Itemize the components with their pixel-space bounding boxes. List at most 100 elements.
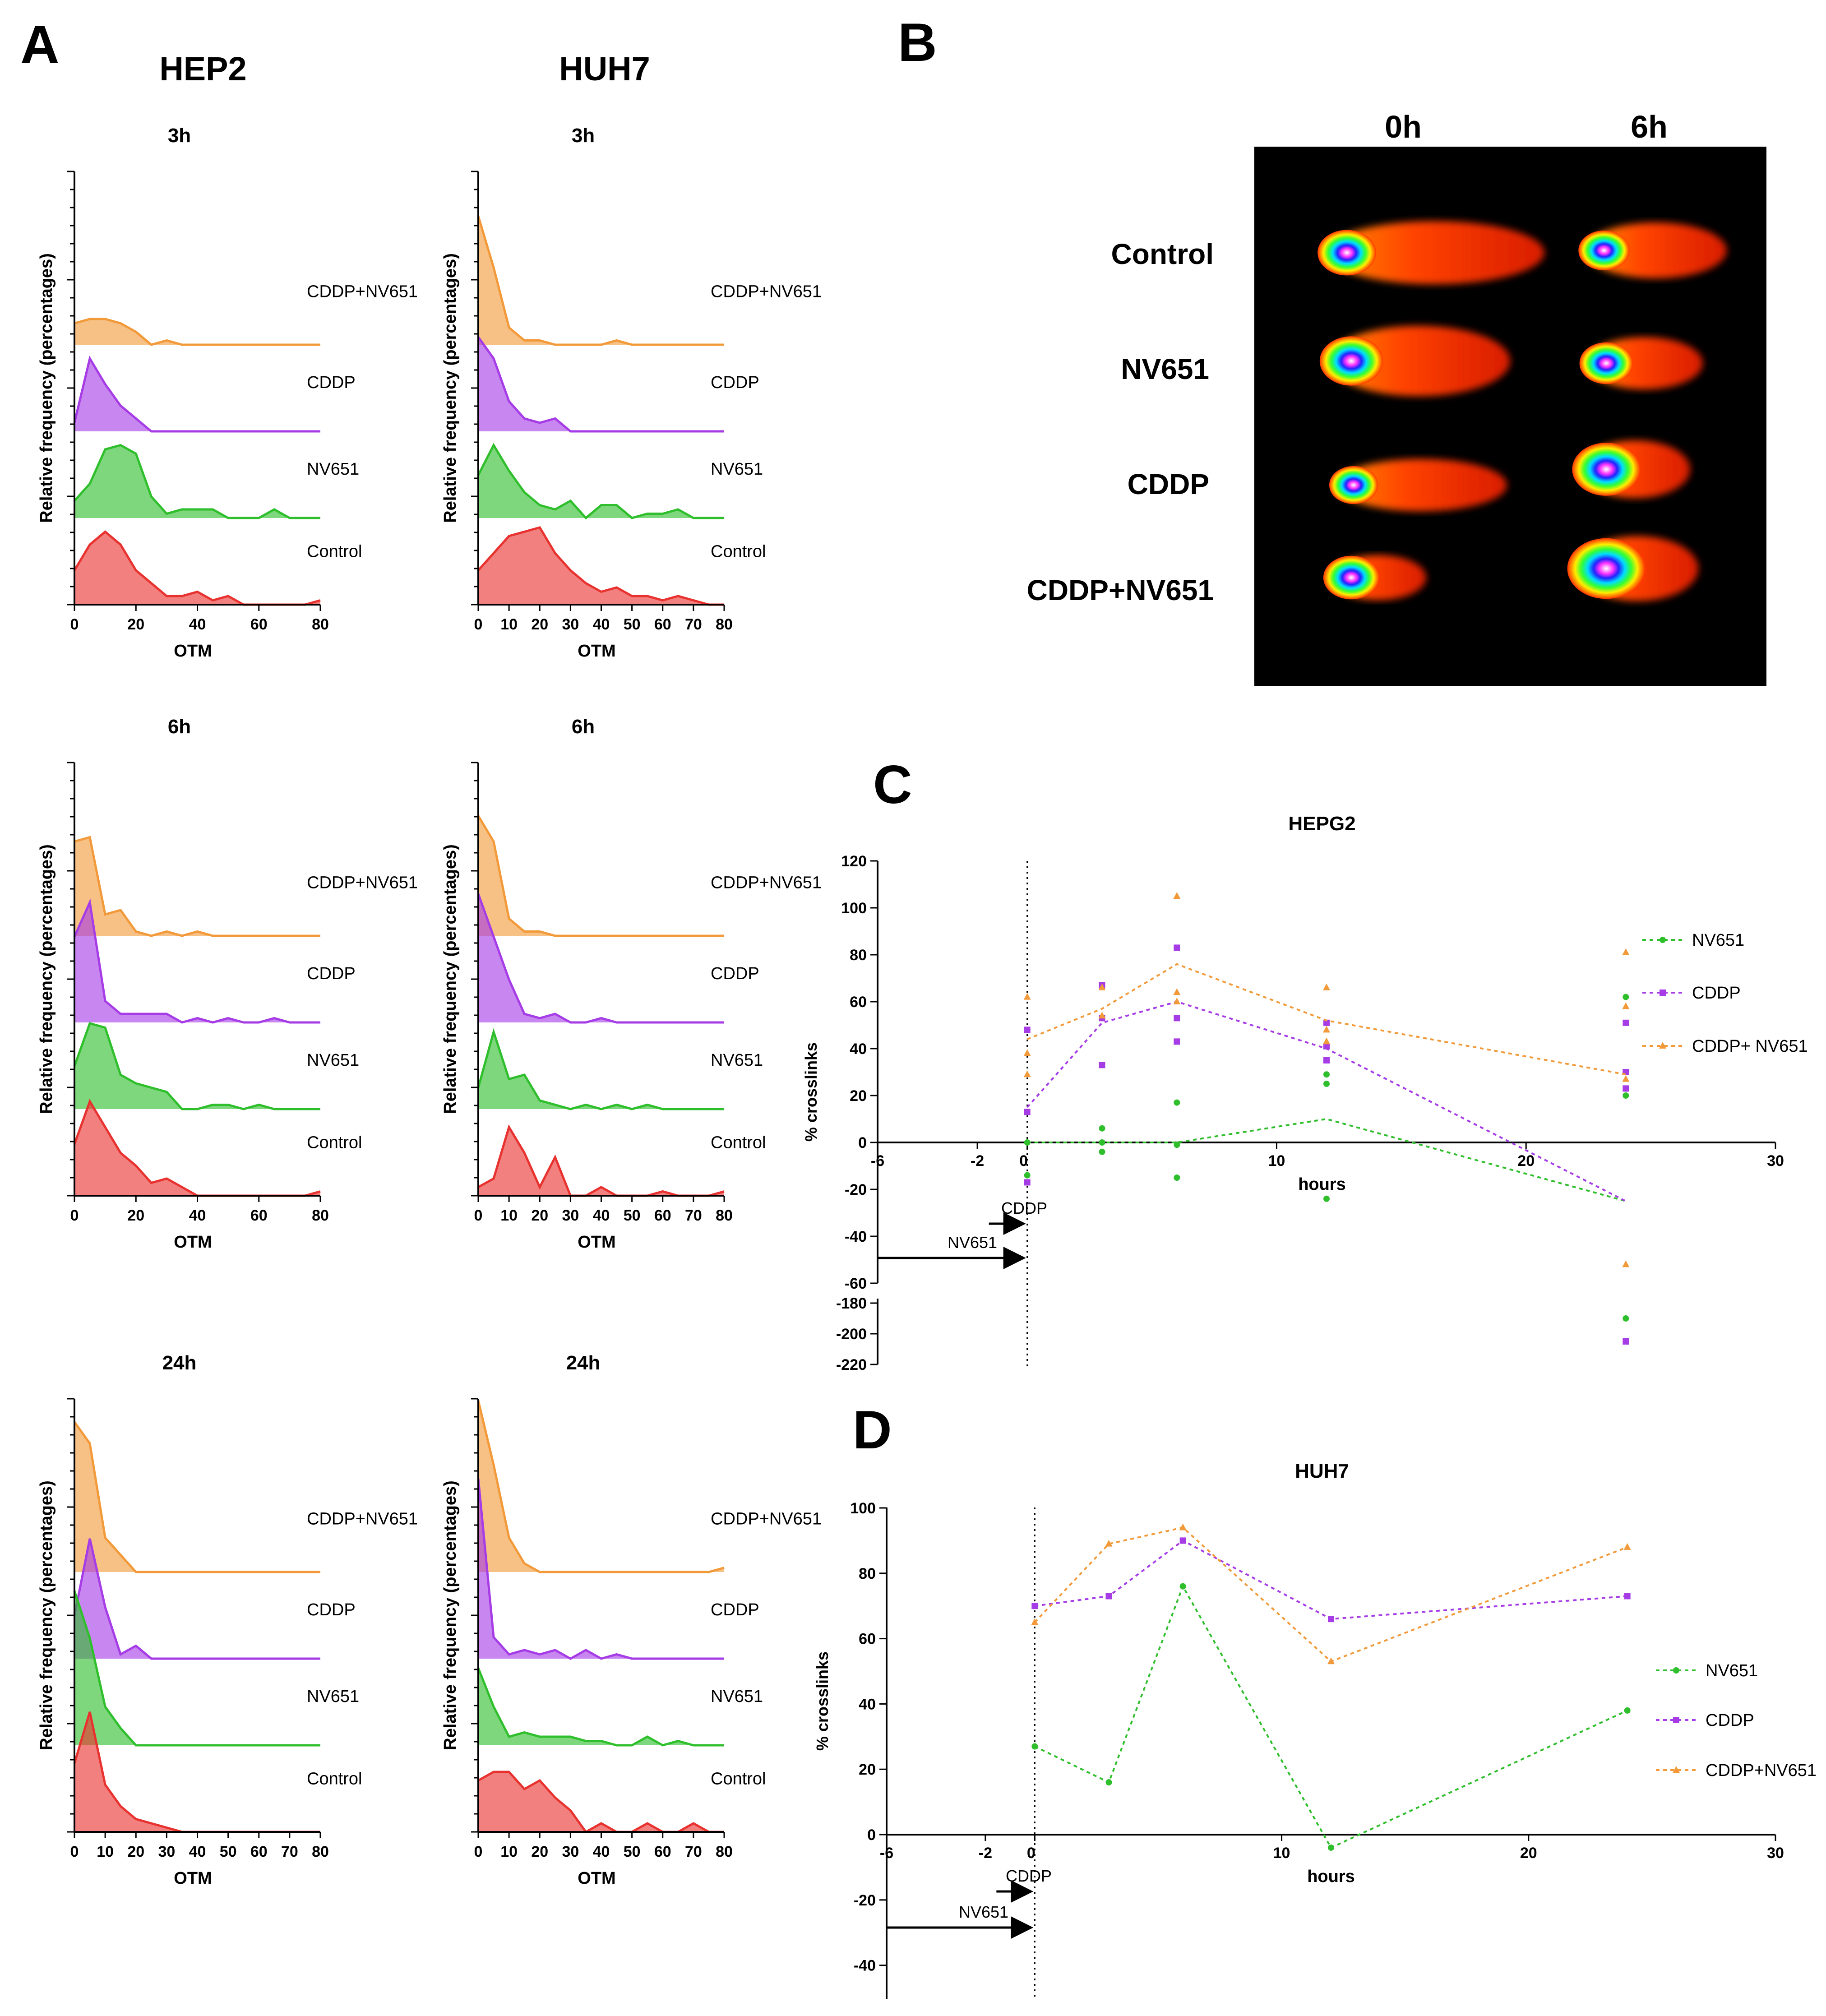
y-tick-label: -20 (845, 1181, 867, 1198)
ridgeline-chart-huh7-24h: 24h Relative frequency (percentages) CDDP+… (441, 1352, 822, 1888)
ridgeline-chart-huh7-6h: 6h Relative frequency (percentages) CDDP+N… (441, 716, 822, 1252)
comet-head (1319, 336, 1383, 386)
x-tick-label: 40 (189, 1207, 206, 1224)
legend-item-nv651: NV651 (1642, 931, 1744, 950)
area-cddp-nv651 (74, 319, 320, 345)
comet-7 (1323, 555, 1426, 600)
y-tick-label: 60 (859, 1631, 876, 1648)
series-cddp-nv651 (1031, 1523, 1631, 1665)
y-tick-label: -20 (854, 1892, 876, 1909)
area-line-nv651 (477, 443, 724, 520)
comets (1317, 221, 1727, 601)
y-axis-label: Relative frequency (percentages) (441, 253, 460, 523)
comet-3 (1319, 326, 1510, 396)
data-point (1174, 1142, 1180, 1148)
data-point (1105, 1593, 1112, 1600)
area-control (74, 532, 320, 605)
x-tick-label: 10 (500, 1207, 518, 1224)
area-cddp (74, 1539, 320, 1659)
x-tick-label: 0 (474, 1843, 483, 1860)
comet-1 (1317, 221, 1544, 284)
x-tick-label: 30 (562, 616, 579, 633)
x-tick-label: 10 (1273, 1845, 1290, 1862)
comet-8 (1567, 536, 1698, 601)
comet-head (1578, 230, 1630, 271)
data-point (1023, 993, 1031, 1000)
comet-head (1567, 538, 1646, 599)
x-tick-label: -2 (971, 1152, 984, 1170)
legend-marker (1673, 1717, 1679, 1723)
x-tick-label: 80 (716, 1207, 733, 1224)
x-tick-label: 0 (474, 616, 483, 633)
panel-label-a: A (20, 14, 60, 75)
x-tick-label: 50 (220, 1843, 237, 1860)
y-tick-label: -40 (854, 1957, 876, 1974)
y-tick-label: 80 (850, 947, 867, 964)
data-point (1173, 988, 1181, 995)
series-label-nv651: NV651 (307, 460, 359, 479)
x-tick-label: 20 (127, 1843, 144, 1860)
x-tick-label: 70 (685, 1207, 702, 1224)
legend-item-nv651: NV651 (1656, 1661, 1758, 1680)
panel-label-b: B (898, 12, 937, 73)
chart-time-title: 24h (162, 1352, 197, 1374)
x-tick-label: 20 (531, 1843, 548, 1860)
treatment-arrow-label: NV651 (959, 1903, 1008, 1921)
x-tick-label: 50 (624, 616, 641, 633)
data-point (1323, 1037, 1330, 1045)
x-tick-label: 20 (1517, 1152, 1535, 1170)
legend-item-cddp-nv651: CDDP+ NV651 (1642, 1037, 1808, 1056)
data-point (1174, 1038, 1180, 1045)
y-axis-label: % crosslinks (802, 1042, 820, 1142)
area-line-nv651 (477, 1668, 724, 1747)
data-point (1023, 1049, 1031, 1056)
x-axis-label: hours (1307, 1867, 1355, 1886)
x-axis-label: OTM (578, 1869, 615, 1888)
area-cddp (478, 894, 724, 1022)
area-line-cddp-nv651 (477, 1400, 725, 1573)
y-tick-label: -60 (845, 1275, 867, 1292)
y-tick-label: 40 (850, 1040, 867, 1058)
area-cddp-nv651 (478, 216, 724, 345)
y-tick-label: 100 (850, 1500, 876, 1517)
x-tick-label: 0 (1027, 1845, 1036, 1862)
series-label-cddp-nv651: CDDP+NV651 (307, 282, 418, 301)
comet-row-label-cddp: CDDP (1128, 468, 1209, 500)
data-point (1323, 1081, 1330, 1087)
series-label-cddp-nv651: CDDP+NV651 (307, 873, 418, 892)
comet-head (1329, 466, 1378, 504)
x-tick-label: 70 (281, 1843, 298, 1860)
x-tick-label: 30 (562, 1207, 579, 1224)
comet-row-label-nv651: NV651 (1121, 353, 1209, 385)
area-line-cddp-nv651 (74, 836, 320, 937)
data-point (1174, 1099, 1180, 1106)
area-cddp (74, 358, 320, 431)
legend-label: NV651 (1706, 1661, 1758, 1680)
legend-label: CDDP (1692, 984, 1741, 1003)
x-tick-label: 70 (685, 1843, 702, 1860)
area-line-cddp (73, 898, 320, 1024)
chart-time-title: 3h (572, 125, 595, 147)
x-tick-label: 70 (685, 616, 702, 633)
data-point (1623, 1085, 1629, 1092)
y-tick-label: 100 (841, 900, 867, 917)
x-axis-label: OTM (578, 1233, 615, 1252)
comet-tail (1336, 459, 1507, 511)
series-line (1035, 1540, 1627, 1620)
series-label-cddp: CDDP (711, 1600, 759, 1619)
y-tick-label: 20 (850, 1087, 867, 1105)
comet-head (1323, 555, 1380, 600)
comet-6 (1572, 440, 1690, 498)
data-point (1323, 1019, 1330, 1026)
series-label-control: Control (307, 1133, 362, 1152)
data-point (1031, 1618, 1039, 1625)
x-tick-label: 10 (97, 1843, 114, 1860)
series-cddp (1031, 1537, 1631, 1623)
data-point (1099, 1062, 1105, 1068)
data-point (1323, 1026, 1330, 1033)
data-point (1179, 1523, 1187, 1530)
x-tick-label: 60 (654, 616, 671, 633)
area-line-cddp (73, 1538, 320, 1660)
